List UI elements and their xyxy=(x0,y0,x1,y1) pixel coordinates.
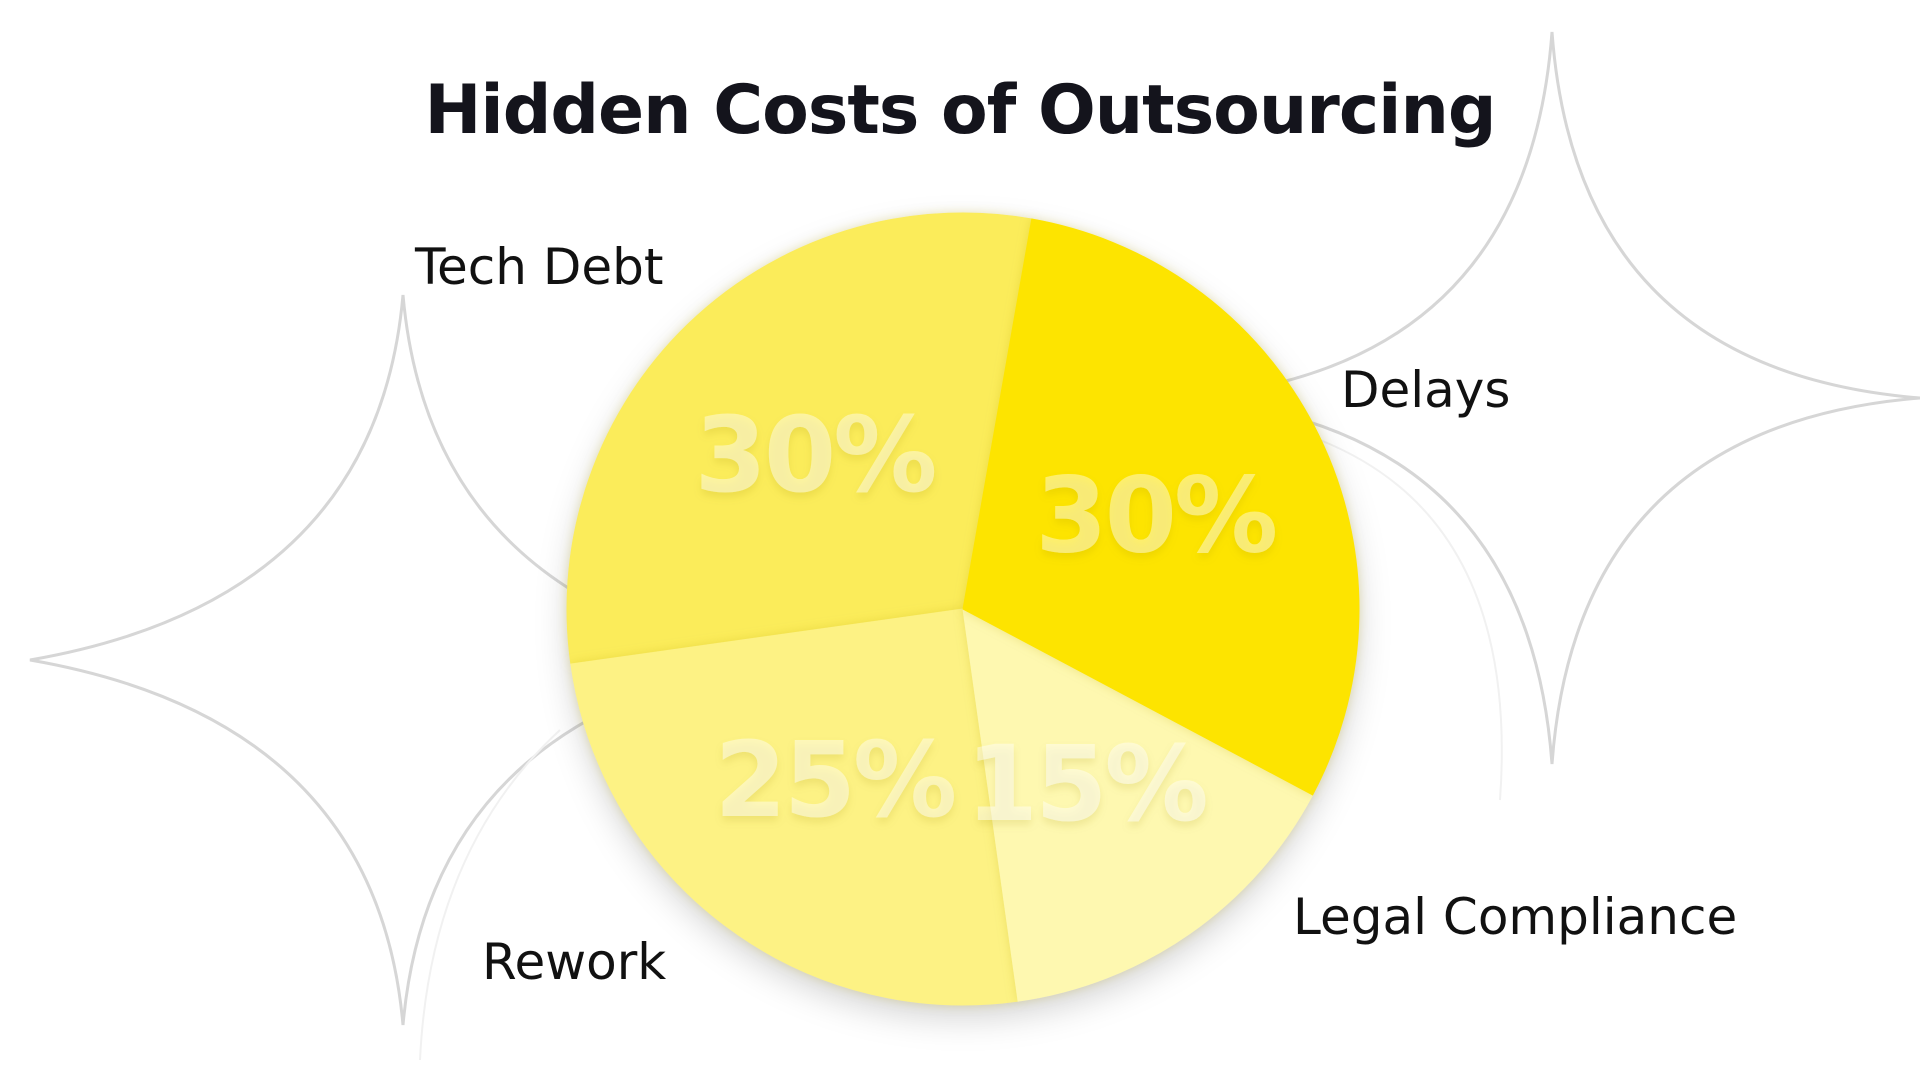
pie-slice-legal-compliance xyxy=(962,608,1314,1002)
sparkle-star-right-decoration xyxy=(1183,31,1920,765)
percent-label-tech-debt: 30% xyxy=(695,394,935,516)
decorative-arc-2 xyxy=(419,729,561,1061)
pie-slice-delays xyxy=(570,608,1019,1006)
percent-label-delays: 25% xyxy=(714,719,954,841)
percent-label-rework: 30% xyxy=(1035,454,1275,576)
pie-slices xyxy=(566,212,1360,1006)
category-label-delays: Delays xyxy=(1341,361,1510,419)
category-label-rework: Rework xyxy=(482,933,666,991)
category-label-tech-debt: Tech Debt xyxy=(414,238,664,296)
decorative-arc-1 xyxy=(1319,439,1503,801)
pie-slice-tech-debt xyxy=(566,212,1033,665)
percent-label-legal-compliance: 15% xyxy=(966,723,1206,845)
chart-title: Hidden Costs of Outsourcing xyxy=(424,71,1495,150)
pie-slice-rework xyxy=(962,218,1360,796)
category-label-legal-compliance: Legal Compliance xyxy=(1293,888,1737,946)
percent-labels: 30% 25% 15% 30% xyxy=(695,394,1279,845)
